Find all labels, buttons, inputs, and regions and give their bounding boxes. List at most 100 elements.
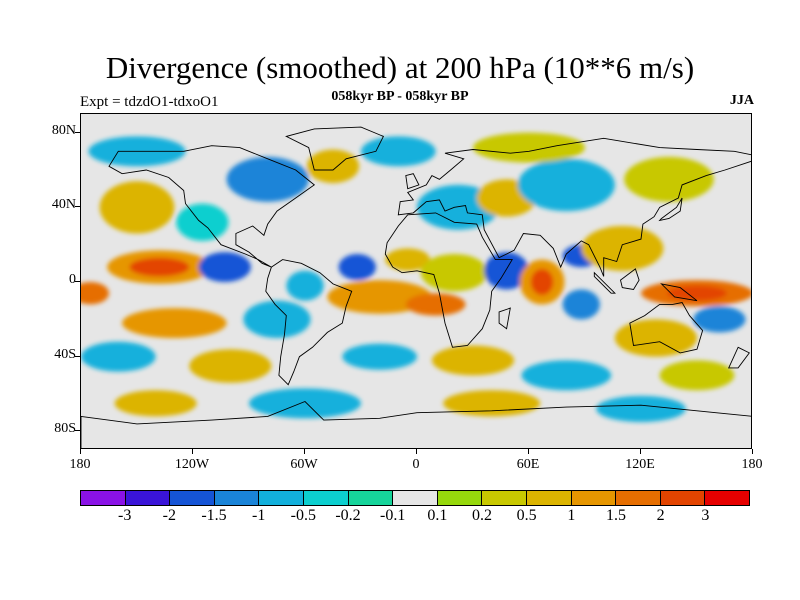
- latitude-label: 40S: [54, 346, 76, 362]
- anomaly-region: [693, 306, 746, 333]
- coastline-new-zealand: [728, 346, 750, 369]
- anomaly-region: [443, 390, 541, 417]
- colorbar-swatch: [303, 491, 349, 505]
- colorbar-label: -1: [251, 507, 266, 524]
- colorbar-label: -0.5: [290, 507, 316, 524]
- anomaly-region: [596, 395, 686, 422]
- anomaly-region: [122, 308, 227, 338]
- latitude-label: 40N: [51, 197, 76, 213]
- latitude-tick: [75, 430, 80, 432]
- longitude-tick: [304, 449, 305, 454]
- colorbar-swatch: [81, 491, 126, 505]
- colorbar-label: -2: [162, 507, 176, 524]
- coastline-eurasia: [397, 137, 751, 277]
- longitude-label: 120E: [625, 457, 655, 472]
- anomaly-region: [484, 252, 529, 290]
- latitude-tick: [75, 131, 80, 133]
- longitude-tick: [192, 449, 193, 454]
- colorbar-swatch: [616, 491, 661, 505]
- anomaly-region: [517, 158, 615, 212]
- anomaly-region: [114, 390, 197, 417]
- longitude-tick: [416, 449, 417, 454]
- anomaly-region: [81, 282, 109, 305]
- coastline-borneo: [619, 268, 640, 290]
- colorbar-swatch: [125, 491, 171, 505]
- anomaly-region: [99, 181, 175, 234]
- colorbar-label: -3: [117, 507, 132, 524]
- colorbar-label: -0.1: [379, 507, 406, 524]
- longitude-label: 60W: [290, 457, 318, 472]
- coastline-greenland: [285, 126, 385, 171]
- longitude-label: 0: [412, 457, 420, 472]
- colorbar-swatch: [705, 491, 749, 505]
- colorbar-swatch: [259, 491, 304, 505]
- colorbar-swatch: [170, 491, 215, 505]
- anomaly-region: [473, 132, 585, 163]
- anomaly-region: [286, 270, 324, 301]
- coastline-sumatra: [593, 271, 616, 294]
- colorbar-label: -0.2: [335, 507, 361, 524]
- anomaly-region: [361, 136, 436, 167]
- anomaly-region: [342, 343, 417, 370]
- coastline-uk: [405, 173, 420, 190]
- colorbar-label: 3: [701, 507, 710, 524]
- anomaly-region: [243, 300, 311, 338]
- coastline-south-america: [265, 259, 353, 386]
- anomaly-region: [81, 341, 156, 372]
- latitude-tick: [75, 281, 80, 282]
- colorbar-swatch: [393, 491, 438, 505]
- period-label: 058kyr BP - 058kyr BP: [331, 89, 469, 104]
- anomaly-region: [405, 293, 466, 316]
- anomaly-region: [189, 349, 272, 383]
- experiment-label: Expt = tdzdO1-tdxoO1: [80, 94, 219, 110]
- colorbar-swatch: [526, 491, 572, 505]
- anomaly-region: [385, 248, 431, 271]
- anomaly-region: [431, 345, 515, 376]
- anomaly-region: [226, 156, 309, 202]
- latitude-tick: [75, 355, 80, 357]
- colorbar-label: 1: [567, 507, 576, 524]
- longitude-label: 120W: [174, 457, 210, 472]
- anomaly-region: [614, 319, 697, 357]
- anomaly-region: [327, 280, 432, 314]
- anomaly-layer: [81, 132, 751, 422]
- anomaly-region: [338, 254, 376, 281]
- coastline-africa: [384, 212, 513, 348]
- longitude-label: 180: [69, 457, 91, 472]
- colorbar-label: -1.5: [201, 507, 227, 524]
- coastline-australia: [629, 301, 704, 354]
- coastline-antarctica: [81, 400, 751, 448]
- anomaly-region: [129, 257, 190, 277]
- anomaly-region: [581, 226, 664, 271]
- latitude-label: 80N: [51, 122, 76, 138]
- coastline-japan: [658, 197, 683, 222]
- anomaly-region: [667, 285, 727, 301]
- divergence-map: [81, 114, 751, 448]
- anomaly-region: [198, 252, 251, 282]
- anomaly-region: [420, 254, 488, 292]
- anomaly-region: [562, 289, 600, 320]
- coastline-north-america: [108, 145, 316, 268]
- anomaly-region: [659, 360, 735, 391]
- longitude-tick: [752, 449, 753, 454]
- colorbar-swatch: [660, 491, 706, 505]
- anomaly-region: [624, 156, 714, 202]
- map-plot-area: [80, 113, 752, 449]
- longitude-tick: [640, 449, 641, 454]
- colorbar-label: 0.1: [427, 507, 448, 524]
- longitude-label: 180: [741, 457, 763, 472]
- coastline-madagascar: [498, 307, 511, 330]
- anomaly-region: [530, 268, 554, 296]
- coastline-new-guinea: [660, 283, 698, 302]
- colorbar-swatch: [482, 491, 527, 505]
- colorbar-swatch: [571, 491, 617, 505]
- season-label: JJA: [729, 93, 754, 108]
- anomaly-region: [521, 360, 612, 391]
- anomaly-region: [176, 203, 229, 241]
- longitude-label: 60E: [516, 457, 540, 472]
- latitude-tick: [75, 206, 80, 208]
- longitude-tick: [528, 449, 529, 454]
- colorbar: [80, 490, 750, 506]
- anomaly-region: [306, 149, 360, 184]
- plot-title: Divergence (smoothed) at 200 hPa (10**6 …: [105, 50, 695, 85]
